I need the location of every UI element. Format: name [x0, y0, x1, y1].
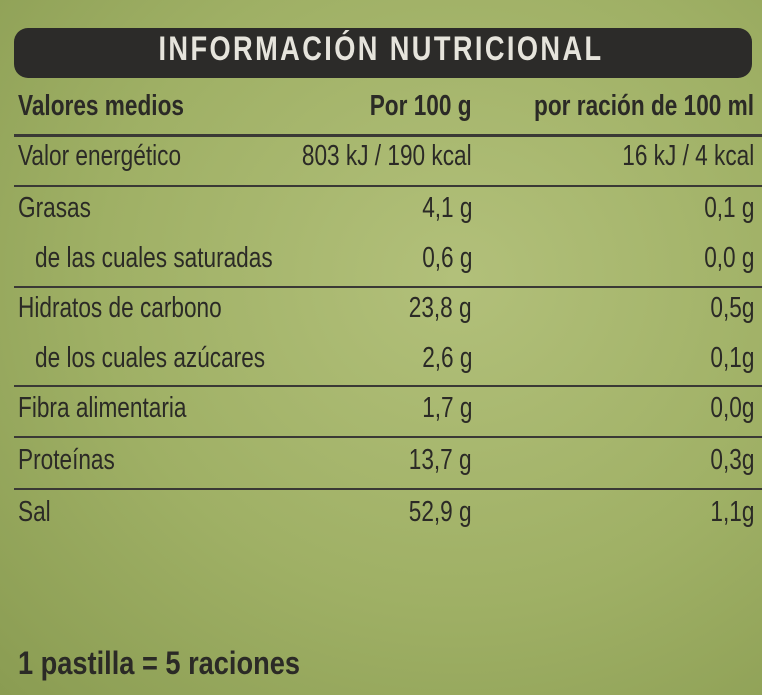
value-per-100g: 1,7 g — [421, 392, 472, 424]
value-per-100g: 13,7 g — [409, 444, 472, 476]
divider — [14, 436, 762, 438]
row-label: Valores medios — [18, 90, 184, 122]
row-label: de las cuales saturadas — [35, 242, 273, 274]
value-per-100g: 2,6 g — [421, 342, 472, 374]
value-per-100g: 0,6 g — [421, 242, 472, 274]
row-label: Fibra alimentaria — [18, 392, 187, 424]
value-per-serving: por ración de 100 ml — [534, 90, 754, 122]
row-label: Sal — [18, 496, 51, 528]
footer-text: 1 pastilla = 5 raciones — [18, 645, 300, 681]
row-label: Valor energético — [18, 140, 182, 172]
row-label: Proteínas — [18, 444, 115, 476]
divider — [14, 185, 762, 187]
value-per-serving: 0,0 g — [703, 242, 754, 274]
value-per-serving: 0,3g — [709, 444, 754, 476]
divider — [14, 134, 762, 137]
row-label: Hidratos de carbono — [18, 292, 222, 324]
value-per-serving: 0,0g — [709, 392, 754, 424]
title-bar — [14, 28, 752, 78]
title: INFORMACIÓN NUTRICIONAL — [158, 30, 604, 68]
value-per-100g: 803 kJ / 190 kcal — [302, 140, 472, 172]
value-per-100g: Por 100 g — [370, 90, 472, 122]
value-per-serving: 16 kJ / 4 kcal — [621, 140, 754, 172]
value-per-serving: 0,5g — [709, 292, 754, 324]
value-per-serving: 0,1g — [709, 342, 754, 374]
divider — [14, 385, 762, 387]
value-per-100g: 4,1 g — [421, 192, 472, 224]
divider — [14, 488, 762, 490]
divider — [14, 286, 762, 288]
row-label: de los cuales azúcares — [35, 342, 266, 374]
value-per-100g: 52,9 g — [409, 496, 472, 528]
value-per-100g: 23,8 g — [409, 292, 472, 324]
row-label: Grasas — [18, 192, 91, 224]
value-per-serving: 1,1g — [709, 496, 754, 528]
value-per-serving: 0,1 g — [703, 192, 754, 224]
